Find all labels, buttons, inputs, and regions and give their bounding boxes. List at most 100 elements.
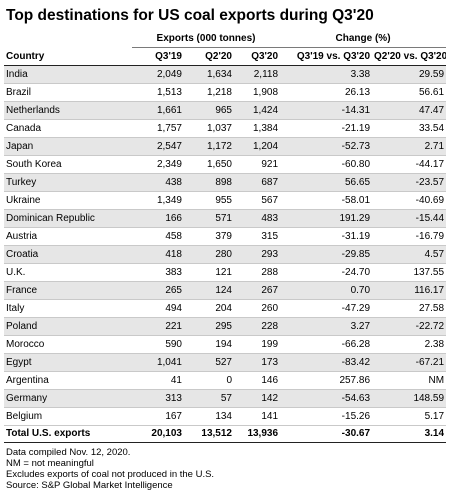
value-cell: 0 xyxy=(184,371,234,390)
exports-table: Exports (000 tonnes) Change (%) Country … xyxy=(4,31,447,443)
value-cell: 1,513 xyxy=(132,83,184,102)
column-header: Q2'20 vs. Q3'20 xyxy=(372,47,447,66)
value-cell: 199 xyxy=(234,335,281,354)
value-cell: 2,547 xyxy=(132,137,184,156)
value-cell: 56.65 xyxy=(280,173,373,192)
column-header: Q2'20 xyxy=(184,47,234,66)
value-cell: 191.29 xyxy=(280,209,373,228)
value-cell: 4.57 xyxy=(372,245,447,264)
total-value: -30.67 xyxy=(280,425,373,443)
value-cell: 265 xyxy=(132,281,184,300)
value-cell: 26.13 xyxy=(280,83,373,102)
value-cell: 1,041 xyxy=(132,353,184,372)
value-cell: 379 xyxy=(184,227,234,246)
table-body: India 2,049 1,634 2,118 3.38 29.59 Brazil 1,513… xyxy=(4,65,447,443)
value-cell: 2,118 xyxy=(234,65,281,84)
total-row: Total U.S. exports 20,103 13,512 13,936 -30.… xyxy=(4,425,447,443)
value-cell: 56.61 xyxy=(372,83,447,102)
value-cell: -83.42 xyxy=(280,353,373,372)
value-cell: -54.63 xyxy=(280,389,373,408)
value-cell: 121 xyxy=(184,263,234,282)
country-cell: Ukraine xyxy=(4,191,132,210)
value-cell: 267 xyxy=(234,281,281,300)
column-header: Q3'19 xyxy=(132,47,184,66)
country-cell: Belgium xyxy=(4,407,132,426)
value-cell: 1,172 xyxy=(184,137,234,156)
exports-group-header: Exports (000 tonnes) xyxy=(132,31,281,48)
value-cell: 687 xyxy=(234,173,281,192)
value-cell: 134 xyxy=(184,407,234,426)
country-cell: Japan xyxy=(4,137,132,156)
value-cell: 257.86 xyxy=(280,371,373,390)
value-cell: 1,424 xyxy=(234,101,281,120)
value-cell: 142 xyxy=(234,389,281,408)
value-cell: -60.80 xyxy=(280,155,373,174)
table-row: Dominican Republic 166 571 483 191.29 -15.44 xyxy=(4,209,447,228)
value-cell: 41 xyxy=(132,371,184,390)
table-row: Netherlands 1,661 965 1,424 -14.31 47.47 xyxy=(4,101,447,120)
value-cell: -24.70 xyxy=(280,263,373,282)
value-cell: 955 xyxy=(184,191,234,210)
value-cell: -44.17 xyxy=(372,155,447,174)
table-row: Ukraine 1,349 955 567 -58.01 -40.69 xyxy=(4,191,447,210)
country-cell: India xyxy=(4,65,132,84)
table-row: Italy 494 204 260 -47.29 27.58 xyxy=(4,299,447,318)
value-cell: 2,349 xyxy=(132,155,184,174)
total-value: 3.14 xyxy=(372,425,447,443)
value-cell: 1,384 xyxy=(234,119,281,138)
value-cell: 116.17 xyxy=(372,281,447,300)
value-cell: 527 xyxy=(184,353,234,372)
footnote: NM = not meaningful xyxy=(6,458,94,469)
value-cell: -14.31 xyxy=(280,101,373,120)
table-row: U.K. 383 121 288 -24.70 137.55 xyxy=(4,263,447,282)
value-cell: 3.27 xyxy=(280,317,373,336)
value-cell: -66.28 xyxy=(280,335,373,354)
value-cell: -40.69 xyxy=(372,191,447,210)
value-cell: -67.21 xyxy=(372,353,447,372)
value-cell: 1,634 xyxy=(184,65,234,84)
value-cell: 383 xyxy=(132,263,184,282)
country-cell: Turkey xyxy=(4,173,132,192)
value-cell: 1,349 xyxy=(132,191,184,210)
table-row: Argentina 41 0 146 257.86 NM xyxy=(4,371,447,390)
total-value: 20,103 xyxy=(132,425,184,443)
footnotes: Data compiled Nov. 12, 2020. NM = not me… xyxy=(6,447,446,491)
table-row: Brazil 1,513 1,218 1,908 26.13 56.61 xyxy=(4,83,447,102)
table-row: Egypt 1,041 527 173 -83.42 -67.21 xyxy=(4,353,447,372)
value-cell: 27.58 xyxy=(372,299,447,318)
value-cell: 1,037 xyxy=(184,119,234,138)
country-cell: Netherlands xyxy=(4,101,132,120)
value-cell: 2.38 xyxy=(372,335,447,354)
value-cell: NM xyxy=(372,371,447,390)
country-cell: Croatia xyxy=(4,245,132,264)
value-cell: 47.47 xyxy=(372,101,447,120)
value-cell: 1,204 xyxy=(234,137,281,156)
table-row: Croatia 418 280 293 -29.85 4.57 xyxy=(4,245,447,264)
table-row: Poland 221 295 228 3.27 -22.72 xyxy=(4,317,447,336)
value-cell: 33.54 xyxy=(372,119,447,138)
country-cell: Argentina xyxy=(4,371,132,390)
value-cell: -16.79 xyxy=(372,227,447,246)
value-cell: 965 xyxy=(184,101,234,120)
value-cell: 141 xyxy=(234,407,281,426)
value-cell: -21.19 xyxy=(280,119,373,138)
table-row: Germany 313 57 142 -54.63 148.59 xyxy=(4,389,447,408)
value-cell: 288 xyxy=(234,263,281,282)
chart-title: Top destinations for US coal exports dur… xyxy=(6,7,374,24)
value-cell: 29.59 xyxy=(372,65,447,84)
value-cell: 590 xyxy=(132,335,184,354)
value-cell: 3.38 xyxy=(280,65,373,84)
value-cell: 148.59 xyxy=(372,389,447,408)
value-cell: 438 xyxy=(132,173,184,192)
value-cell: 57 xyxy=(184,389,234,408)
table-row: Turkey 438 898 687 56.65 -23.57 xyxy=(4,173,447,192)
country-cell: Poland xyxy=(4,317,132,336)
country-header: Country xyxy=(4,47,132,66)
country-cell: Germany xyxy=(4,389,132,408)
value-cell: 293 xyxy=(234,245,281,264)
footnote: Excludes exports of coal not produced in… xyxy=(6,469,215,480)
value-cell: 124 xyxy=(184,281,234,300)
total-label: Total U.S. exports xyxy=(4,425,132,443)
value-cell: 166 xyxy=(132,209,184,228)
